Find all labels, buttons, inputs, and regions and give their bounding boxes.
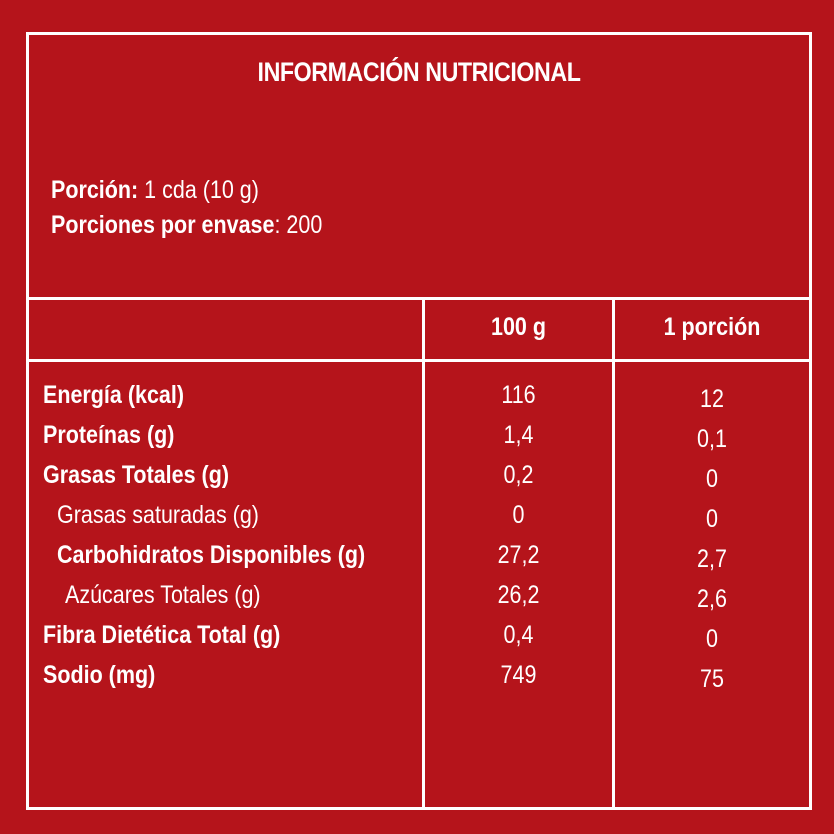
value-100g: 1,4: [503, 421, 534, 449]
nutrient-label: Fibra Dietética Total (g): [43, 621, 281, 649]
value-portion: 75: [700, 665, 724, 693]
column-divider: [422, 300, 425, 807]
divider: [29, 297, 809, 300]
table-row: Fibra Dietética Total (g) 0,4 0: [29, 621, 809, 661]
table-row: Proteínas (g) 1,4 0,1: [29, 421, 809, 461]
value-portion: 2,6: [697, 585, 727, 613]
value-portion: 0: [706, 505, 718, 533]
column-divider: [612, 300, 615, 807]
portion-value: 1 cda (10 g): [138, 176, 259, 204]
value-100g: 749: [500, 661, 537, 689]
servings-line: Porciones por envase: 200: [51, 208, 322, 243]
nutrient-label: Proteínas (g): [43, 421, 175, 449]
nutrient-label: Grasas saturadas (g): [57, 501, 259, 529]
value-portion: 0: [706, 465, 718, 493]
table-row: Sodio (mg) 749 75: [29, 661, 809, 701]
nutrient-label: Azúcares Totales (g): [65, 581, 261, 609]
column-header-100g: 100 g: [491, 313, 546, 341]
value-100g: 0: [512, 501, 525, 529]
table-row: Grasas Totales (g) 0,2 0: [29, 461, 809, 501]
header-divider: [615, 359, 809, 362]
nutrient-label: Carbohidratos Disponibles (g): [57, 541, 366, 569]
value-100g: 27,2: [497, 541, 540, 569]
portion-line: Porción: 1 cda (10 g): [51, 173, 322, 208]
column-header-portion: 1 porción: [663, 313, 761, 341]
value-100g: 0,2: [503, 461, 534, 489]
nutrient-label: Sodio (mg): [43, 661, 156, 689]
table-row: Grasas saturadas (g) 0 0: [29, 501, 809, 541]
portion-info: Porción: 1 cda (10 g) Porciones por enva…: [51, 173, 322, 243]
table-row: Carbohidratos Disponibles (g) 27,2 2,7: [29, 541, 809, 581]
nutrient-label: Grasas Totales (g): [43, 461, 230, 489]
table-row: Energía (kcal) 116 12: [29, 381, 809, 421]
table-title: INFORMACIÓN NUTRICIONAL: [257, 57, 581, 87]
servings-value: : 200: [274, 211, 323, 239]
value-100g: 26,2: [497, 581, 540, 609]
value-100g: 116: [501, 381, 536, 409]
value-portion: 12: [700, 385, 724, 413]
header-divider: [29, 359, 422, 362]
nutrient-label: Energía (kcal): [43, 381, 184, 409]
header-divider: [425, 359, 612, 362]
value-100g: 0,4: [503, 621, 534, 649]
value-portion: 0,1: [697, 425, 727, 453]
servings-label: Porciones por envase: [51, 211, 275, 239]
portion-label: Porción:: [51, 176, 139, 204]
table-row: Azúcares Totales (g) 26,2 2,6: [29, 581, 809, 621]
nutrition-table: INFORMACIÓN NUTRICIONAL Porción: 1 cda (…: [26, 32, 812, 810]
value-portion: 0: [706, 625, 718, 653]
value-portion: 2,7: [697, 545, 727, 573]
nutrient-rows: Energía (kcal) 116 12 Proteínas (g) 1,4 0,1 Gr…: [29, 381, 809, 701]
